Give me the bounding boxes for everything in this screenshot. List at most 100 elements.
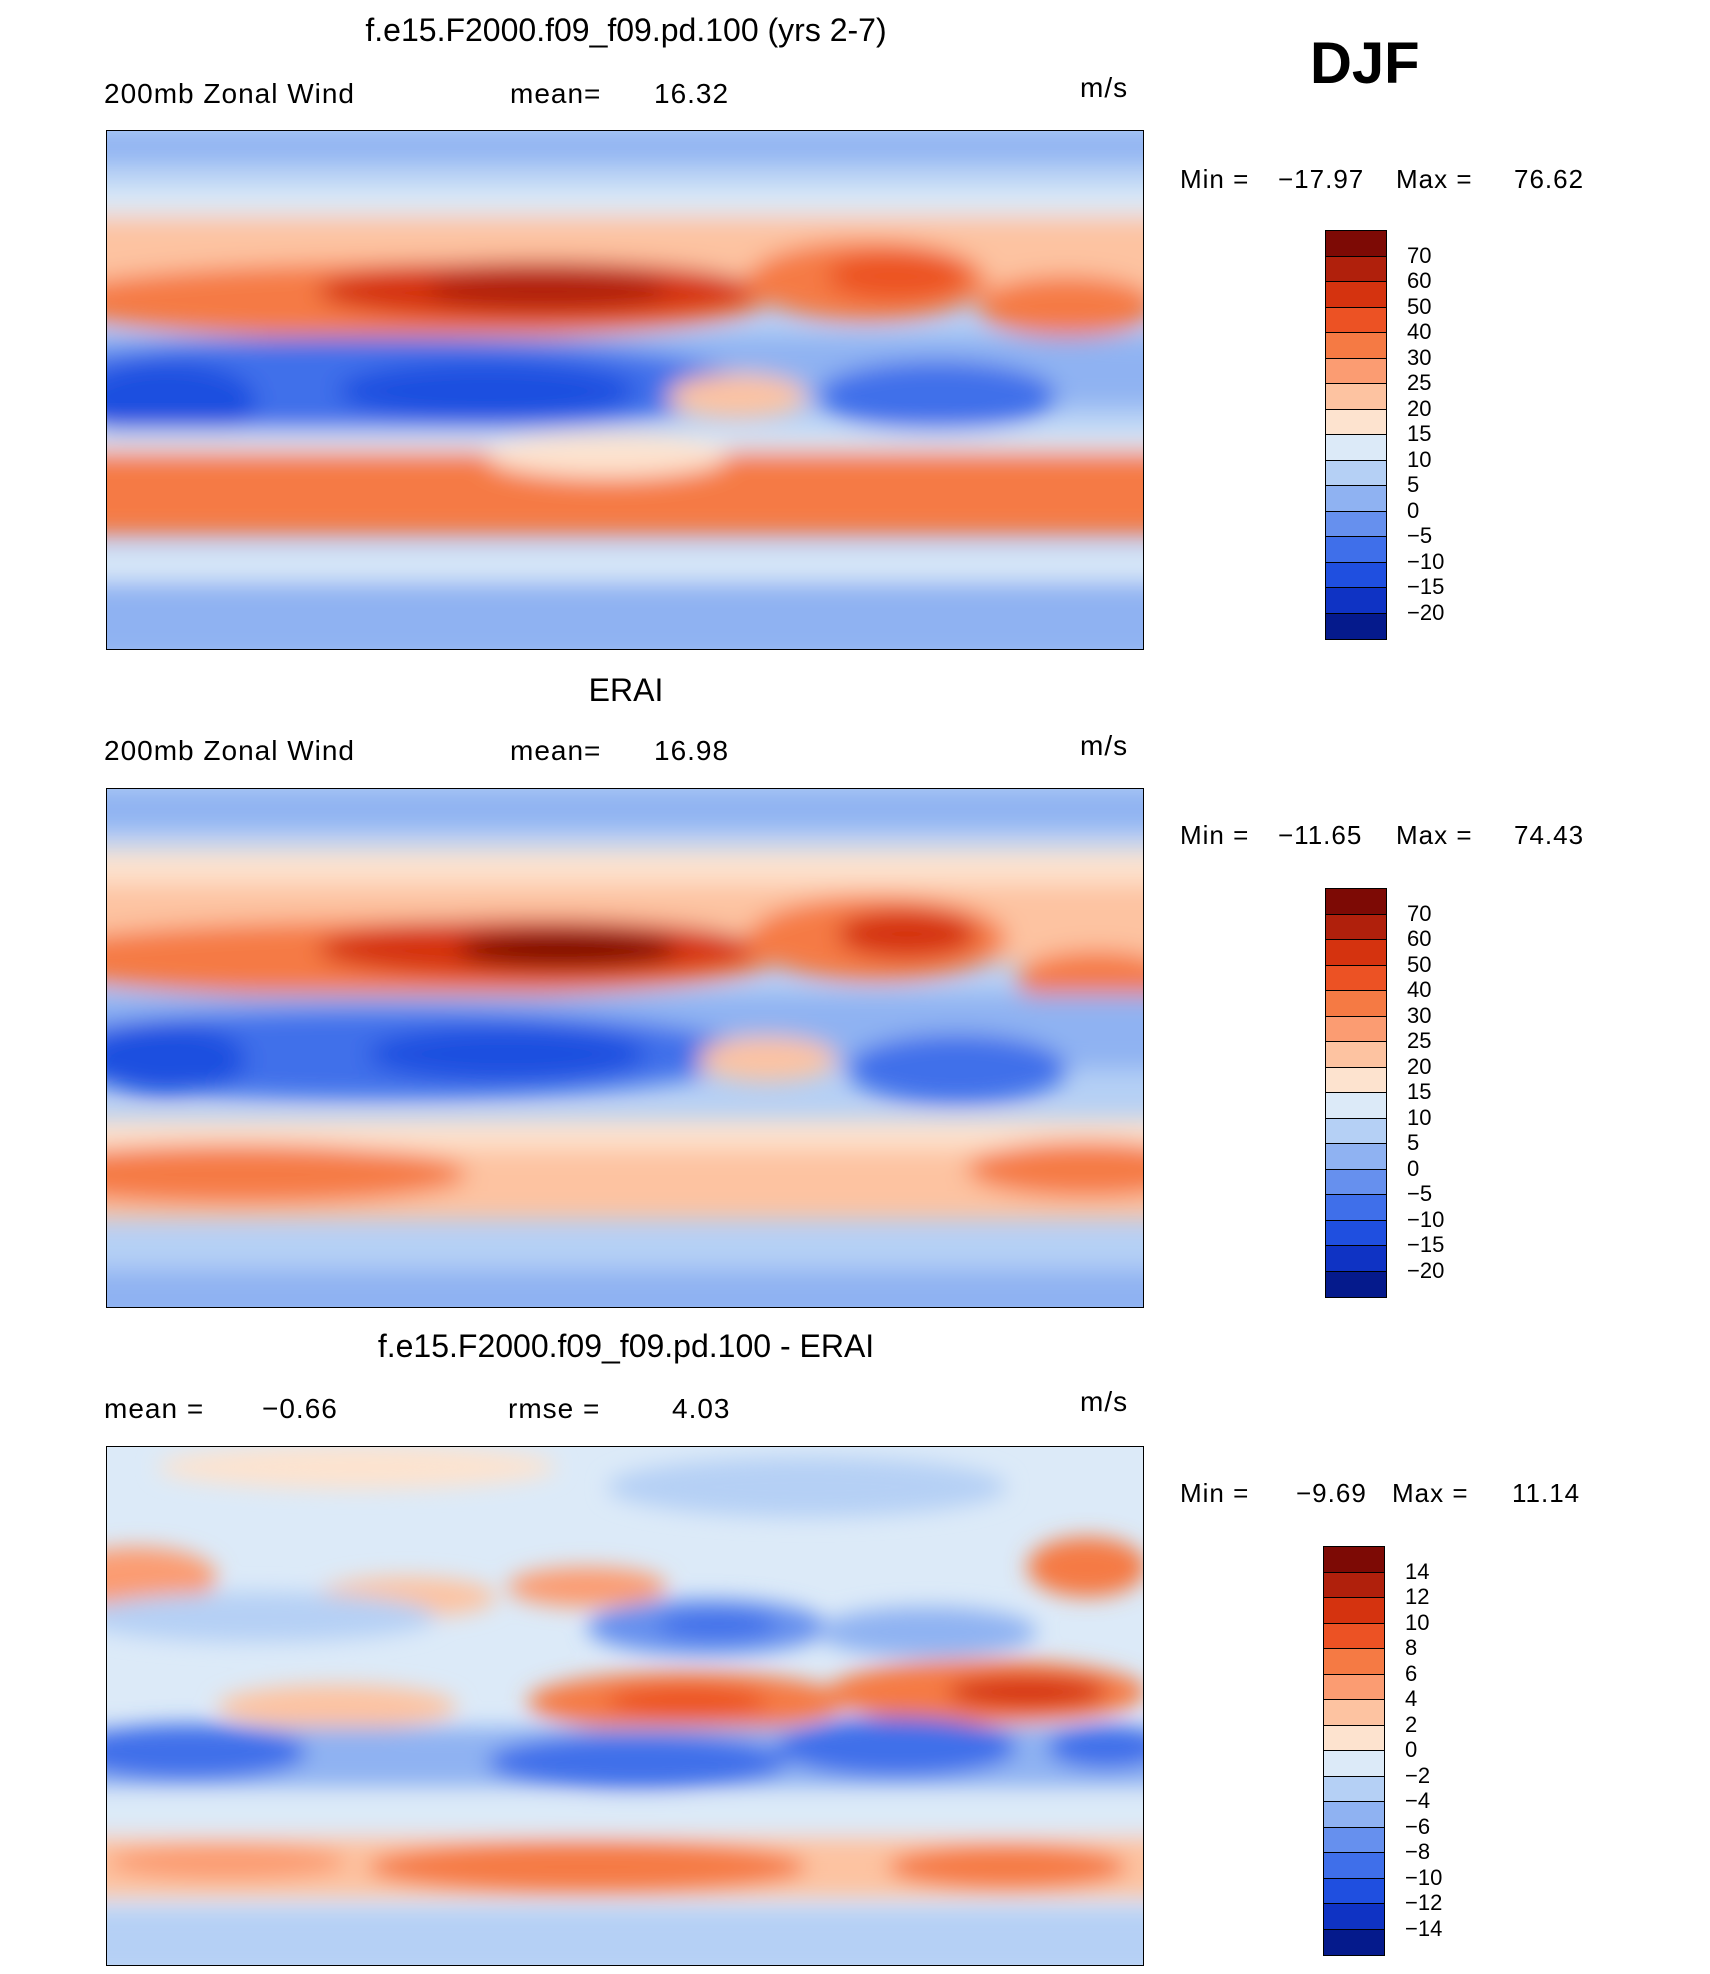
colorbar-swatch [1324, 1827, 1384, 1853]
panel-3-min-value: −9.69 [1296, 1478, 1367, 1508]
colorbar-level-label: 0 [1407, 497, 1420, 523]
colorbar-level-label: −5 [1407, 523, 1433, 548]
colorbar-level-label: −4 [1405, 1788, 1431, 1813]
colorbar-swatch [1326, 588, 1386, 614]
colorbar-swatch [1324, 1802, 1384, 1828]
colorbar-level-label: 10 [1405, 1609, 1430, 1635]
colorbar-swatch [1326, 1042, 1386, 1068]
panel-2-min-label: Min = [1180, 820, 1250, 850]
colorbar-swatch [1326, 1067, 1386, 1093]
colorbar-level-label: 30 [1407, 344, 1432, 370]
colorbar-swatch [1324, 1878, 1384, 1904]
panel-1-contour-field [107, 131, 1143, 649]
colorbar-swatch [1324, 1572, 1384, 1598]
colorbar-level-label: 50 [1407, 293, 1432, 319]
colorbar-level-label: −12 [1405, 1890, 1443, 1915]
colorbar-level-label: −15 [1407, 1232, 1445, 1257]
colorbar-swatch [1326, 1093, 1386, 1119]
colorbar-level-label: 70 [1407, 242, 1432, 268]
colorbar-level-label: 15 [1407, 421, 1432, 446]
colorbar-swatch [1326, 486, 1386, 512]
colorbar-level-label: 60 [1407, 926, 1432, 951]
colorbar-level-label: 14 [1405, 1558, 1430, 1584]
colorbar-level-label: 40 [1407, 319, 1432, 344]
colorbar-swatch [1326, 1118, 1386, 1144]
panel-1-max-value: 76.62 [1514, 164, 1585, 194]
colorbar-level-label: 40 [1407, 977, 1432, 1002]
colorbar-level-label: −5 [1407, 1181, 1433, 1206]
colorbar-swatch [1326, 889, 1386, 915]
colorbar-swatch [1326, 991, 1386, 1017]
panel-3-title: f.e15.F2000.f09_f09.pd.100 - ERAI [377, 1328, 875, 1364]
colorbar-swatch [1326, 231, 1386, 257]
panel-3-contour-field [107, 1447, 1143, 1965]
colorbar-swatch [1324, 1929, 1384, 1955]
colorbar-swatch [1326, 613, 1386, 639]
colorbar-swatch [1326, 1271, 1386, 1297]
colorbar-level-label: 60 [1407, 268, 1432, 293]
colorbar-level-label: −6 [1405, 1813, 1431, 1839]
colorbar-swatch [1326, 460, 1386, 486]
colorbar-swatch [1326, 358, 1386, 384]
panel-1-colorbar [1325, 230, 1387, 640]
panel-1-min-label: Min = [1180, 164, 1250, 194]
colorbar-level-label: 10 [1407, 446, 1432, 472]
colorbar-level-label: −2 [1405, 1762, 1431, 1788]
colorbar-level-label: 25 [1407, 1028, 1432, 1053]
colorbar-swatch [1324, 1725, 1384, 1751]
panel-3-min-label: Min = [1180, 1478, 1250, 1508]
colorbar-swatch [1324, 1649, 1384, 1675]
colorbar-swatch [1326, 256, 1386, 282]
colorbar-level-label: −20 [1407, 599, 1445, 625]
colorbar-level-label: −14 [1405, 1915, 1443, 1941]
colorbar-swatch [1326, 1169, 1386, 1195]
colorbar-swatch [1326, 965, 1386, 991]
panel-3-mean-label: mean = [104, 1393, 205, 1424]
panel-3-mean-value: −0.66 [262, 1393, 338, 1424]
colorbar-level-label: 20 [1407, 395, 1432, 421]
panel-1-mean-value: 16.32 [654, 78, 730, 109]
colorbar-swatch [1324, 1547, 1384, 1573]
colorbar-level-label: 5 [1407, 472, 1420, 497]
panel-1-title: f.e15.F2000.f09_f09.pd.100 (yrs 2-7) [365, 12, 887, 48]
colorbar-level-label: −10 [1407, 548, 1445, 574]
colorbar-swatch [1326, 1144, 1386, 1170]
panel-1-min-value: −17.97 [1278, 164, 1365, 194]
panel-3-map [106, 1446, 1144, 1966]
colorbar-level-label: 5 [1407, 1130, 1420, 1155]
panel-1-units: m/s [1080, 72, 1129, 103]
panel-2-contour-field [107, 789, 1143, 1307]
colorbar-swatch [1326, 307, 1386, 333]
colorbar-level-label: −8 [1405, 1839, 1431, 1864]
panel-3-max-value: 11.14 [1512, 1478, 1581, 1508]
colorbar-level-label: 2 [1405, 1711, 1418, 1737]
colorbar-level-label: −10 [1405, 1864, 1443, 1890]
colorbar-swatch [1326, 1016, 1386, 1042]
colorbar-level-label: 20 [1407, 1053, 1432, 1079]
colorbar-level-label: 12 [1405, 1584, 1430, 1609]
colorbar-swatch [1324, 1751, 1384, 1777]
panel-3-units: m/s [1080, 1386, 1129, 1417]
colorbar-level-label: 6 [1405, 1660, 1418, 1686]
colorbar-swatch [1326, 1195, 1386, 1221]
panel-1-map [106, 130, 1144, 650]
colorbar-swatch [1326, 409, 1386, 435]
panel-1-mean-label: mean= [510, 78, 602, 109]
colorbar-level-label: 10 [1407, 1104, 1432, 1130]
season-heading: DJF [1310, 31, 1420, 96]
panel-2-units: m/s [1080, 730, 1129, 761]
colorbar-level-label: 25 [1407, 370, 1432, 395]
panel-3-colorbar [1323, 1546, 1385, 1956]
colorbar-swatch [1326, 914, 1386, 940]
colorbar-swatch [1326, 940, 1386, 966]
colorbar-swatch [1326, 1220, 1386, 1246]
colorbar-swatch [1326, 1246, 1386, 1272]
colorbar-level-label: 0 [1407, 1155, 1420, 1181]
panel-2-mean-label: mean= [510, 735, 602, 766]
colorbar-swatch [1326, 384, 1386, 410]
panel-2-max-value: 74.43 [1514, 820, 1585, 850]
panel-2-mean-value: 16.98 [654, 735, 730, 766]
colorbar-swatch [1326, 435, 1386, 461]
colorbar-level-label: 30 [1407, 1002, 1432, 1028]
panel-3-rmse-value: 4.03 [672, 1393, 731, 1424]
